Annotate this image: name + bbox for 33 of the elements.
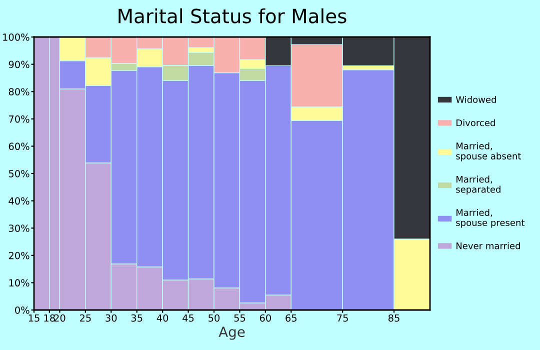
y-tick-label: 80% <box>8 88 30 96</box>
x-tick-label: 60 <box>260 314 271 322</box>
x-tick-label: 45 <box>182 314 194 322</box>
x-tick-label: 30 <box>106 314 117 322</box>
y-tick-label: 50% <box>8 170 30 178</box>
y-tick-label: 70% <box>9 115 30 123</box>
x-tick-label: 25 <box>80 314 91 322</box>
legend-label: Never married <box>456 242 520 250</box>
x-tick-label: 75 <box>337 314 348 322</box>
x-tick-label: 18 <box>44 314 55 322</box>
x-tick-label: 20 <box>54 314 66 322</box>
y-tick-label: 40% <box>8 197 30 205</box>
x-tick-label: 85 <box>388 314 400 322</box>
x-tick-label: 35 <box>131 314 142 322</box>
y-tick-label: 0% <box>15 306 30 314</box>
legend-label: Widowed <box>456 96 496 103</box>
y-tick-label: 60% <box>8 142 30 150</box>
x-tick-label: 65 <box>286 314 296 322</box>
x-tick-label: 55 <box>234 314 246 322</box>
x-tick-label: 50 <box>208 314 220 322</box>
y-tick-label: 90% <box>8 60 30 68</box>
legend-label: Divorced <box>456 119 495 126</box>
y-tick-label: 30% <box>8 224 30 232</box>
legend-label: Married, spouse absent <box>456 142 521 162</box>
y-tick-label: 10% <box>9 279 30 287</box>
y-tick-label: 100% <box>3 33 30 41</box>
x-tick-label: 40 <box>156 314 168 322</box>
legend-label: Married, spouse present <box>456 208 525 228</box>
x-tick-label: 15 <box>28 314 40 322</box>
x-axis-title: Age <box>218 326 245 340</box>
legend-label: Married, separated <box>456 176 500 195</box>
y-tick-label: 20% <box>8 252 30 260</box>
chart-title: Marital Status for Males <box>118 8 346 24</box>
